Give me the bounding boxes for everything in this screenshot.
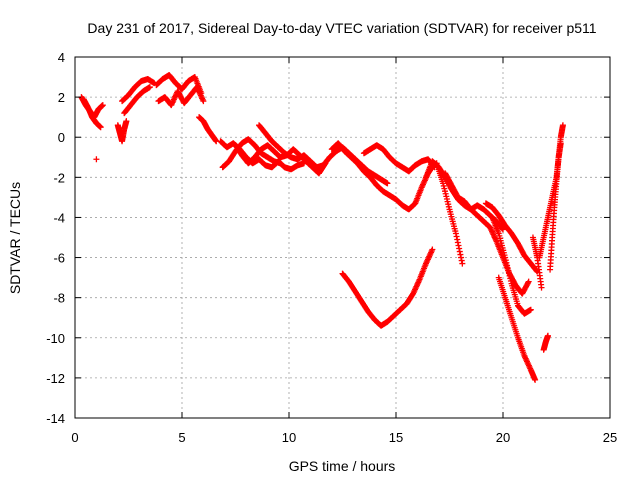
y-tick-label: -14 — [46, 411, 65, 426]
data-point — [538, 284, 545, 291]
x-axis-label: GPS time / hours — [289, 458, 396, 474]
data-point — [532, 376, 539, 383]
y-tick-label: -12 — [46, 371, 65, 386]
y-tick-label: -10 — [46, 331, 65, 346]
data-point — [557, 140, 564, 147]
data-point — [429, 246, 436, 253]
data-point — [123, 118, 130, 125]
data-point — [384, 180, 391, 187]
chart-title: Day 231 of 2017, Sidereal Day-to-day VTE… — [87, 20, 596, 36]
y-tick-label: 2 — [58, 90, 65, 105]
y-tick-label: -8 — [53, 291, 65, 306]
y-tick-label: -2 — [53, 170, 65, 185]
y-tick-label: 0 — [58, 130, 65, 145]
data-point — [99, 102, 106, 109]
y-axis: 4 2 0 -2 -4 -6 -8 -10 -12 -14 — [46, 50, 610, 426]
x-tick-label: 25 — [603, 430, 617, 445]
x-tick-label: 10 — [282, 430, 296, 445]
y-tick-label: -4 — [53, 210, 65, 225]
y-tick-label: 4 — [58, 50, 65, 65]
data-point — [146, 84, 153, 91]
data-point — [544, 332, 551, 339]
data-point — [277, 160, 284, 167]
data-point — [500, 226, 506, 233]
x-tick-label: 0 — [71, 430, 78, 445]
plot-frame — [74, 56, 611, 419]
x-tick-label: 15 — [389, 430, 403, 445]
y-tick-label: -6 — [53, 251, 65, 266]
data-point — [322, 160, 329, 167]
data-point — [93, 156, 100, 163]
data-point — [527, 306, 534, 313]
x-tick-label: 5 — [178, 430, 185, 445]
data-points — [78, 72, 566, 383]
x-axis: 0 5 10 15 20 25 — [71, 57, 617, 445]
data-point — [459, 260, 466, 267]
data-point — [97, 124, 104, 131]
data-point — [200, 98, 207, 105]
data-point — [525, 278, 532, 285]
data-point — [559, 122, 566, 129]
x-tick-label: 20 — [496, 430, 510, 445]
y-axis-label: SDTVAR / TECUs — [7, 182, 23, 294]
